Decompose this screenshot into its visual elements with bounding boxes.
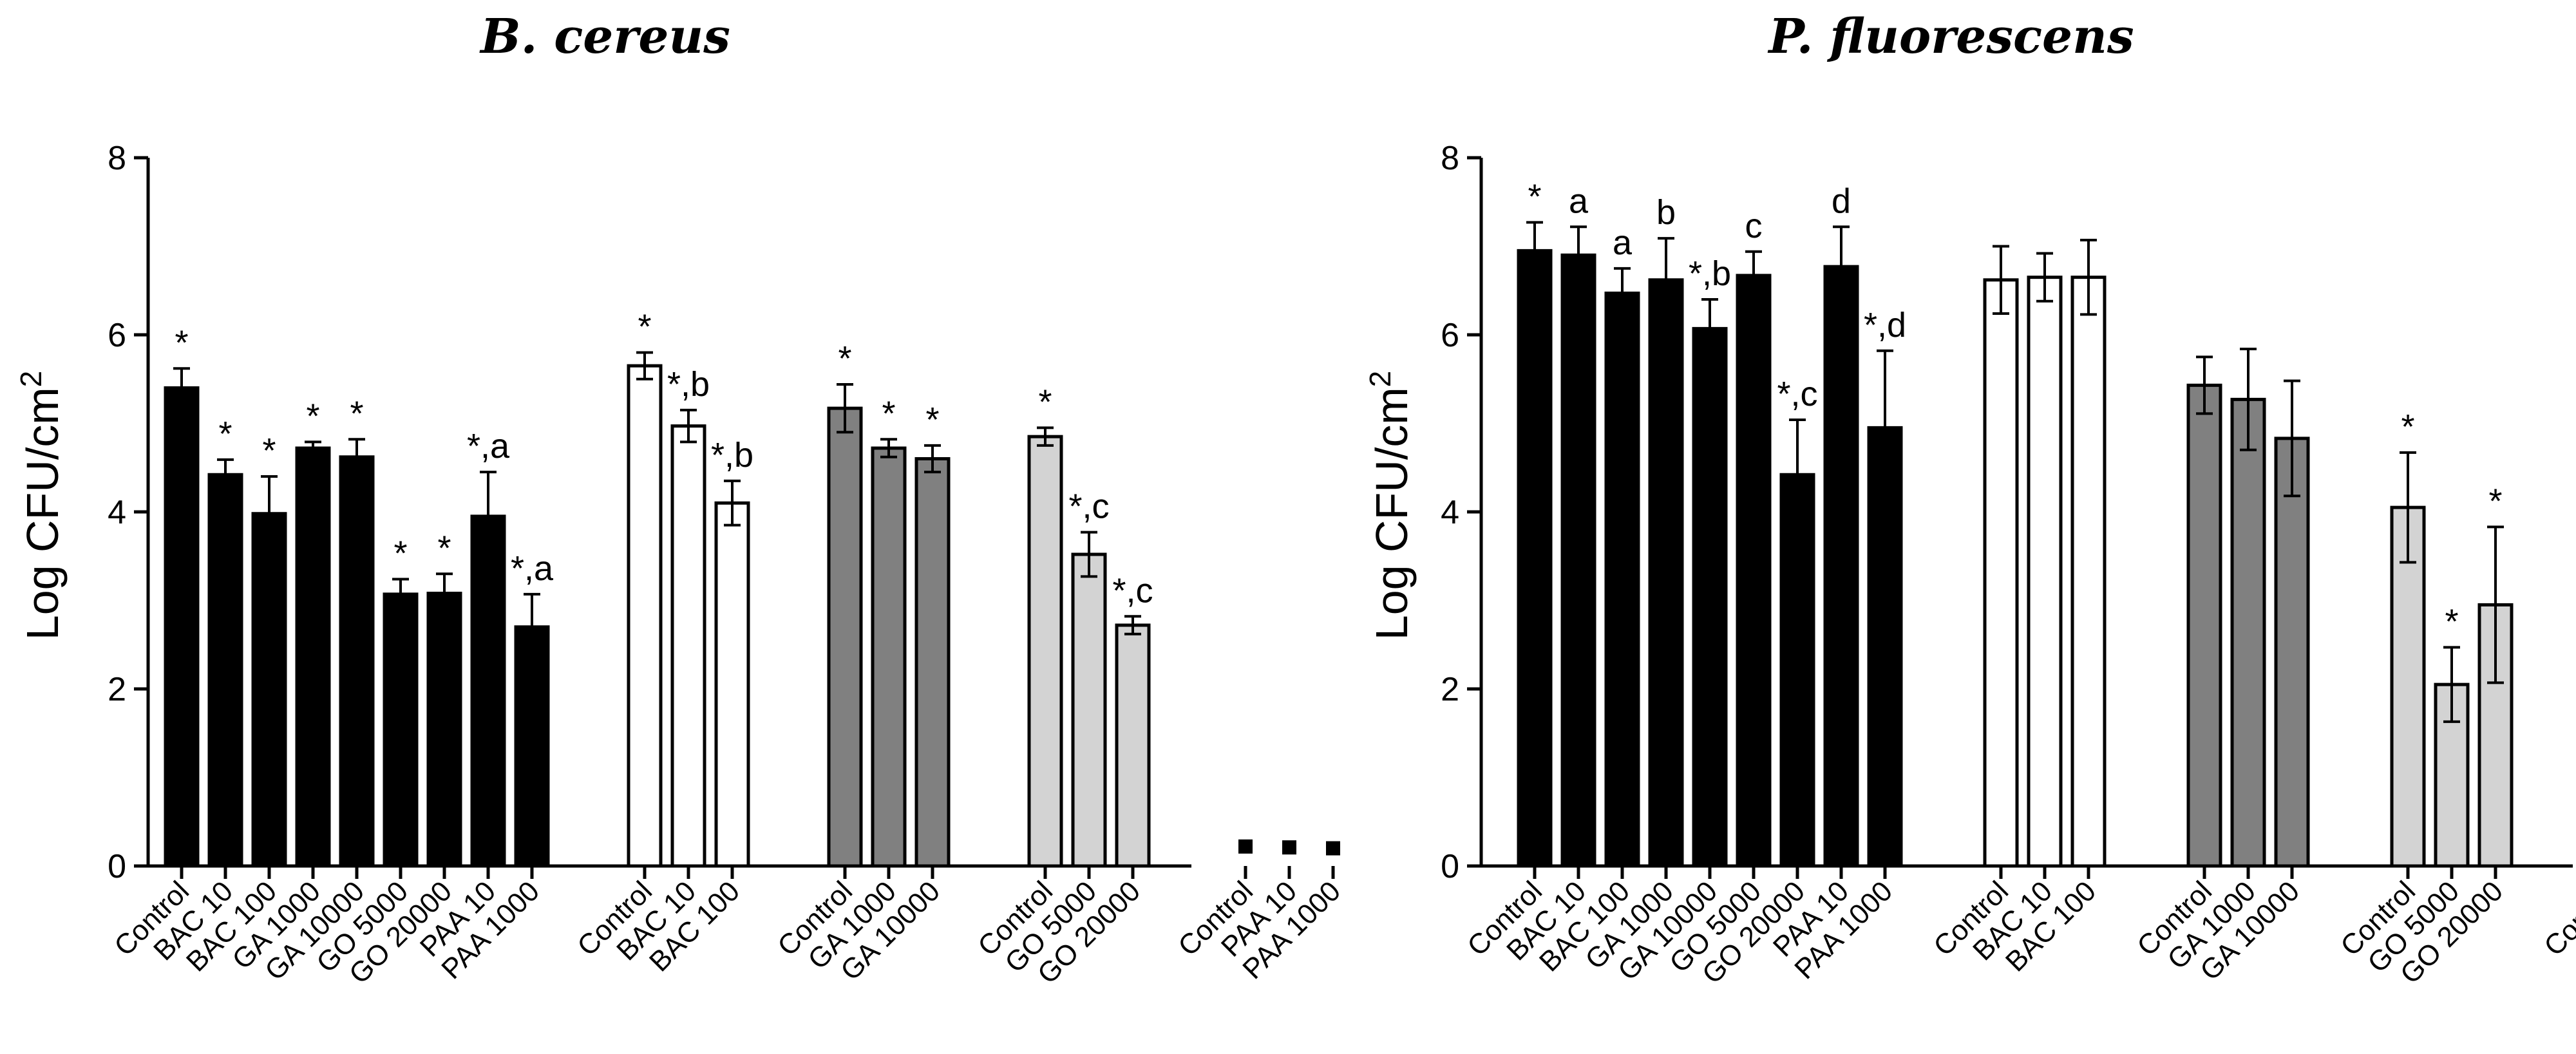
bar — [2274, 437, 2310, 868]
significance-label: *,c — [1112, 571, 1153, 610]
significance-label: * — [1038, 382, 1052, 421]
bar-marker — [1238, 839, 1253, 854]
y-axis-label-superscript: 2 — [1363, 371, 1397, 388]
y-axis-label: Log CFU/cm2 — [14, 371, 68, 640]
bar — [2230, 397, 2266, 868]
significance-label: *,b — [667, 365, 710, 404]
significance-label: * — [638, 308, 651, 346]
significance-label: *,c — [1777, 375, 1817, 413]
significance-label: * — [306, 397, 319, 435]
significance-label: * — [218, 415, 232, 453]
bar — [1604, 291, 1640, 868]
panel-bcereus: B. cereus Log CFU/cm2 02468*Control*BAC … — [14, 9, 1347, 990]
category-label: Control — [2538, 875, 2576, 962]
bar — [470, 514, 506, 868]
y-tick-label: 2 — [1441, 671, 1459, 708]
significance-label: a — [1569, 182, 1589, 220]
significance-label: * — [350, 394, 363, 433]
significance-label: c — [1745, 207, 1763, 245]
bar — [1648, 278, 1684, 868]
significance-label: * — [2445, 602, 2458, 641]
significance-label: * — [175, 323, 188, 362]
significance-label: *,d — [1864, 306, 1906, 344]
bar — [295, 446, 331, 868]
y-tick-label: 8 — [1441, 140, 1459, 177]
significance-label: a — [1613, 223, 1633, 262]
y-axis-label: Log CFU/cm2 — [1363, 371, 1417, 640]
significance-label: * — [2401, 408, 2414, 446]
y-axis-label-text: Log CFU/cm — [1367, 387, 1417, 640]
bar — [2186, 383, 2222, 868]
bar — [827, 406, 863, 868]
bar — [627, 364, 663, 868]
significance-label: * — [838, 339, 851, 378]
y-tick-label: 6 — [108, 317, 126, 354]
bar — [1983, 278, 2019, 868]
significance-label: d — [1832, 182, 1851, 220]
bar-marker — [1326, 841, 1340, 856]
bar — [1517, 249, 1553, 868]
bar — [1115, 623, 1151, 868]
y-tick-label: 6 — [1441, 317, 1459, 354]
y-tick-label: 4 — [1441, 494, 1459, 531]
bar — [1071, 552, 1107, 868]
bar — [164, 386, 200, 868]
chart-title: B. cereus — [479, 9, 730, 64]
significance-label: *,a — [511, 549, 554, 588]
panel-pfluorescens: P. fluorescens Log CFU/cm2 02468*Control… — [1363, 9, 2576, 990]
y-axis-label-text: Log CFU/cm — [17, 387, 68, 640]
bar — [339, 455, 375, 868]
bar — [251, 512, 287, 868]
bar — [2070, 276, 2107, 868]
bar-marker — [1282, 840, 1296, 855]
y-tick-label: 2 — [108, 671, 126, 708]
bar — [514, 625, 550, 868]
bar — [1027, 435, 1063, 868]
chart-title: P. fluorescens — [1767, 9, 2134, 64]
bar — [207, 473, 243, 868]
y-tick-label: 0 — [108, 848, 126, 885]
bar — [1823, 265, 1859, 868]
significance-label: *,c — [1068, 487, 1109, 526]
y-tick-label: 8 — [108, 140, 126, 177]
y-tick-label: 4 — [108, 494, 126, 531]
significance-label: *,b — [1689, 254, 1731, 293]
bar — [1779, 473, 1815, 868]
bar — [670, 424, 706, 868]
significance-label: * — [882, 394, 895, 433]
significance-label: b — [1656, 193, 1676, 232]
significance-label: * — [393, 534, 407, 573]
bar — [2027, 276, 2063, 868]
significance-label: * — [437, 529, 451, 567]
y-tick-label: 0 — [1441, 848, 1459, 885]
bar — [1560, 253, 1596, 868]
y-axis-label-superscript: 2 — [14, 371, 48, 388]
bar — [714, 501, 750, 868]
bar — [914, 457, 951, 868]
bar — [871, 446, 907, 868]
significance-label: *,b — [711, 436, 753, 475]
significance-label: * — [262, 431, 276, 470]
bar — [1692, 326, 1728, 868]
significance-label: * — [925, 400, 939, 439]
bar — [426, 592, 462, 868]
bar — [383, 592, 419, 868]
bar — [1736, 274, 1772, 868]
significance-label: *,a — [467, 427, 510, 466]
significance-label: * — [1528, 177, 1541, 216]
significance-label: * — [2488, 482, 2502, 520]
